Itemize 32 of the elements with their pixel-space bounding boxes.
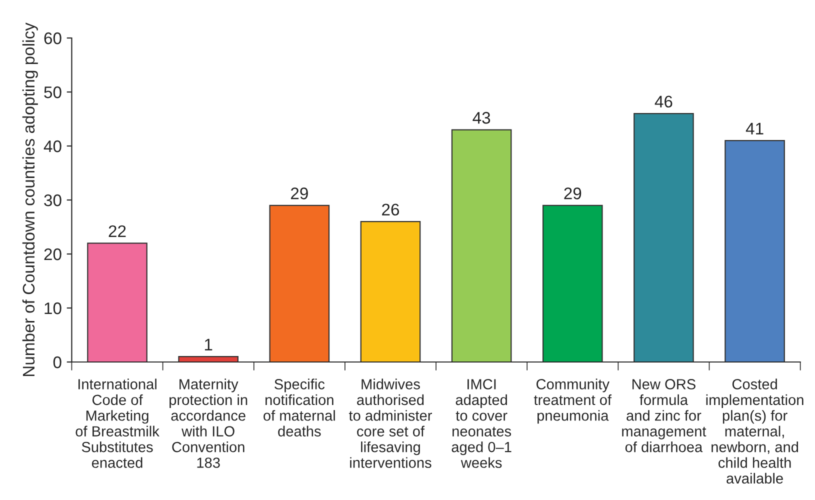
y-tick-label: 30 [44,194,62,206]
bar [634,113,694,362]
y-tick-label: 0 [53,356,62,368]
data-label: 43 [472,112,490,124]
bar [724,140,785,362]
x-tick-label: Maternity protection in accordance with ILO Convention 183 [170,378,248,468]
bar [451,129,512,362]
y-tick-label: 60 [44,32,62,44]
bar [178,356,238,362]
x-tick-label: Community treatment of pneumonia [534,378,612,424]
x-tick-label: Costed implementation plan(s) for maternal, newborn, and child health available [706,378,804,484]
data-label: 41 [746,122,764,134]
x-tick-label: IMCI adapted to cover neonates aged 0–1 weeks [452,379,512,468]
x-tick-label: International Code of Marketing of Breastmilk Substitutes enacted [76,378,160,468]
y-tick-label: 20 [44,248,62,260]
bar [360,221,421,362]
x-tick-label: Midwives authorised to administer core set of lifesaving interventions [348,378,432,468]
x-tick-label: Specific notification of maternal deaths [264,378,335,437]
data-label: 22 [108,225,126,237]
y-tick-label: 10 [44,302,62,314]
y-axis-title: Number of Countdown countries adopting policy [22,22,38,376]
bar [542,204,603,362]
data-label: 26 [382,204,400,216]
data-label: 46 [654,96,672,108]
bar [87,242,148,362]
data-label: 29 [564,188,582,200]
x-tick-label: New ORS formula and zinc for management of diarrhoea [622,379,706,452]
data-label: 1 [204,338,212,350]
data-label: 29 [290,188,308,200]
y-tick-label: 50 [44,86,62,98]
y-tick-label: 40 [44,140,62,152]
bar [269,204,330,362]
